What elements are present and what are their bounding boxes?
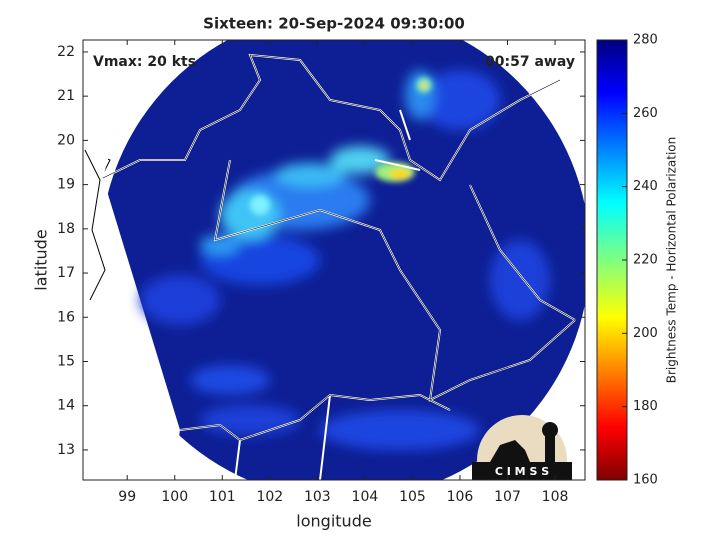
y-tick-label: 20 <box>57 132 75 148</box>
colorbar-tick-label: 280 <box>633 33 658 48</box>
x-tick-label: 107 <box>494 489 521 505</box>
y-tick-label: 18 <box>57 221 75 237</box>
map-area: C I M S S <box>83 40 585 480</box>
colorbar-tick-label: 180 <box>633 399 658 414</box>
colorbar-tick-label: 160 <box>633 473 658 488</box>
x-tick-label: 99 <box>118 489 136 505</box>
colorbar-tick-label: 240 <box>633 179 658 194</box>
y-tick-label: 14 <box>57 398 75 414</box>
y-tick-label: 13 <box>57 442 75 458</box>
x-tick-label: 102 <box>256 489 283 505</box>
x-tick-label: 105 <box>399 489 426 505</box>
colorbar-tick-label: 260 <box>633 106 658 121</box>
logo: C I M S S <box>472 415 572 480</box>
logo-text: C I M S S <box>495 465 549 478</box>
colorbar-tick-label: 200 <box>633 326 658 341</box>
x-tick-label: 103 <box>304 489 331 505</box>
y-axis-label: latitude <box>32 229 51 290</box>
colorbar-tick-label: 220 <box>633 253 658 268</box>
y-tick-label: 17 <box>57 265 75 281</box>
y-tick-label: 15 <box>57 353 75 369</box>
x-tick-label: 101 <box>209 489 236 505</box>
y-tick-label: 19 <box>57 177 75 193</box>
colorbar-label: Brightness Temp - Horizontal Polarizatio… <box>665 137 679 384</box>
x-tick-label: 104 <box>352 489 379 505</box>
x-tick-label: 108 <box>542 489 569 505</box>
y-tick-label: 16 <box>57 309 75 325</box>
x-tick-label: 100 <box>161 489 188 505</box>
y-tick-label: 21 <box>57 88 75 104</box>
y-tick-label: 22 <box>57 44 75 60</box>
annotation: 00:57 away <box>485 54 575 70</box>
title: Sixteen: 20-Sep-2024 09:30:00 <box>203 15 465 33</box>
annotation: Vmax: 20 kts <box>93 54 196 70</box>
x-tick-label: 106 <box>447 489 474 505</box>
x-axis-label: longitude <box>296 512 371 531</box>
plot-frame <box>82 39 586 481</box>
